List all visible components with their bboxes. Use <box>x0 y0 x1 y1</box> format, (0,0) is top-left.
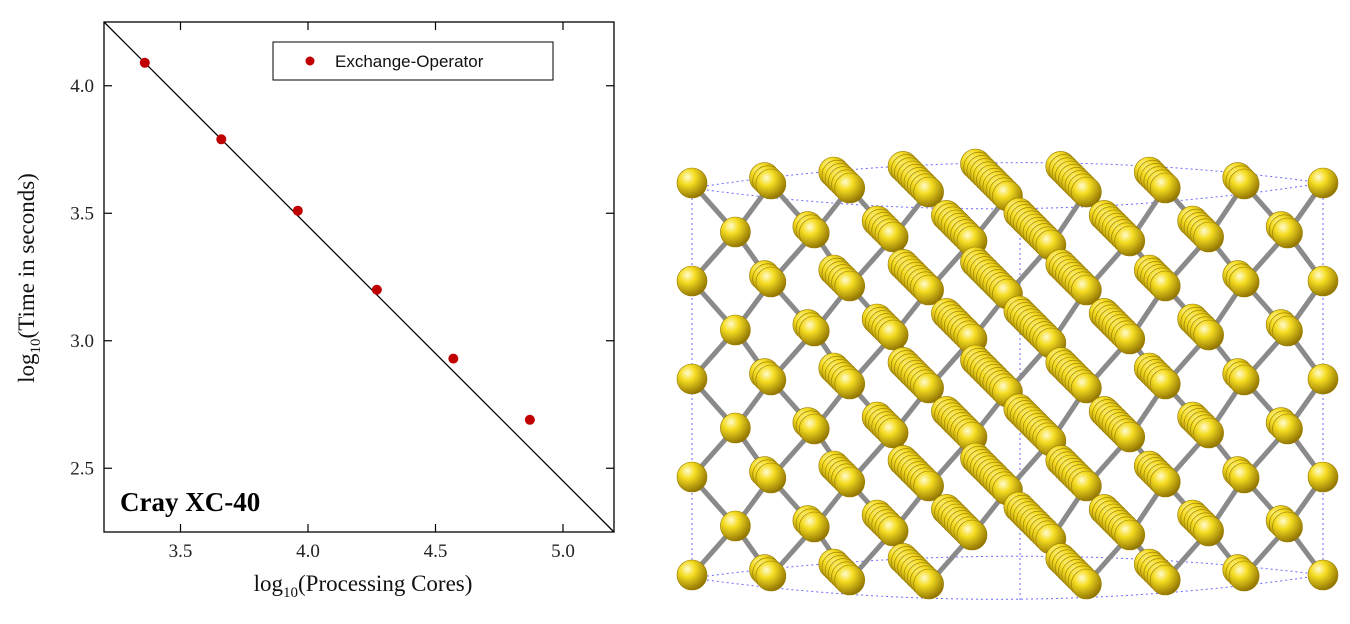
atom <box>913 372 944 404</box>
x-tick-label: 3.5 <box>169 541 193 562</box>
y-tick-label: 4.0 <box>70 76 94 97</box>
ideal-scaling-line <box>103 21 615 533</box>
atom <box>1114 421 1146 453</box>
scaling-chart: 3.5 4.0 4.5 5.0 2.5 3.0 3.5 4.0 Exchange-Opera… <box>14 21 615 601</box>
atom <box>720 412 751 444</box>
legend-box <box>272 41 554 81</box>
atom <box>1307 559 1339 591</box>
data-point <box>139 57 150 68</box>
atom <box>720 216 751 248</box>
atom <box>1149 564 1181 596</box>
atom <box>1193 319 1224 351</box>
atom-spheres <box>676 148 1339 600</box>
atom <box>676 363 708 395</box>
atom <box>913 568 944 600</box>
x-tick-label: 5.0 <box>551 541 575 562</box>
x-axis: 3.5 4.0 4.5 5.0 <box>169 22 575 562</box>
atom <box>877 515 909 547</box>
legend: Exchange-Operator <box>272 41 554 81</box>
data-point <box>524 414 535 425</box>
atom <box>1149 466 1181 498</box>
atom <box>755 560 787 592</box>
legend-label: Exchange-Operator <box>335 52 484 71</box>
y-tick-label: 2.5 <box>70 458 94 479</box>
atom <box>834 172 866 204</box>
crystal-structure-image <box>676 148 1339 600</box>
legend-marker <box>305 56 315 66</box>
atom <box>1071 176 1102 208</box>
data-point <box>216 134 227 145</box>
y-axis-title: log10(Time in seconds) <box>14 173 44 383</box>
atom <box>834 564 866 596</box>
atom <box>913 274 944 306</box>
atom <box>913 176 944 208</box>
atom <box>1228 364 1260 396</box>
atom <box>1272 217 1303 249</box>
x-tick-label: 4.5 <box>424 541 448 562</box>
atom <box>956 519 988 551</box>
x-axis-title: log10(Processing Cores) <box>254 571 473 601</box>
atom <box>877 319 909 351</box>
atom <box>1149 172 1181 204</box>
atom <box>1307 461 1339 493</box>
atom <box>755 266 787 298</box>
atom <box>1114 225 1146 257</box>
atom <box>676 559 708 591</box>
machine-annotation: Cray XC-40 <box>120 487 260 517</box>
atom <box>676 265 708 297</box>
atom <box>1307 167 1339 199</box>
atom <box>1193 515 1224 547</box>
atom <box>1193 417 1224 449</box>
y-tick-label: 3.0 <box>70 331 94 352</box>
atom <box>1071 372 1102 404</box>
atom <box>1228 168 1260 200</box>
atom <box>877 221 909 253</box>
atom <box>1114 519 1146 551</box>
data-point <box>371 284 382 295</box>
atom <box>1228 266 1260 298</box>
series-exchange-operator <box>139 57 535 425</box>
atom <box>877 417 909 449</box>
atom <box>1272 511 1303 543</box>
data-point <box>292 205 303 216</box>
atom <box>676 167 708 199</box>
x-tick-label: 4.0 <box>296 541 320 562</box>
atom <box>755 364 787 396</box>
atom <box>1149 368 1181 400</box>
atom <box>798 511 830 543</box>
plot-frame <box>103 21 615 533</box>
atom <box>676 461 708 493</box>
atom <box>834 270 866 302</box>
cell-bottom-edge <box>691 574 1324 600</box>
atom <box>1071 568 1102 600</box>
atom <box>755 168 787 200</box>
y-axis: 2.5 3.0 3.5 4.0 <box>70 76 614 479</box>
atom <box>798 413 830 445</box>
atom <box>755 462 787 494</box>
atom <box>1071 470 1102 502</box>
atom <box>1272 413 1303 445</box>
atom <box>1228 462 1260 494</box>
atom <box>1272 315 1303 347</box>
atom <box>1193 221 1224 253</box>
atom <box>834 368 866 400</box>
atom <box>1228 560 1260 592</box>
atom <box>798 315 830 347</box>
atom <box>720 314 751 346</box>
y-tick-label: 3.5 <box>70 203 94 224</box>
cell-bottom-edge <box>691 555 1324 579</box>
atom <box>1114 323 1146 355</box>
atom <box>834 466 866 498</box>
atom <box>1149 270 1181 302</box>
atom <box>798 217 830 249</box>
atom <box>720 510 751 542</box>
atom <box>1307 363 1339 395</box>
atom <box>913 470 944 502</box>
data-point <box>448 353 459 364</box>
atom <box>1307 265 1339 297</box>
atom <box>1071 274 1102 306</box>
